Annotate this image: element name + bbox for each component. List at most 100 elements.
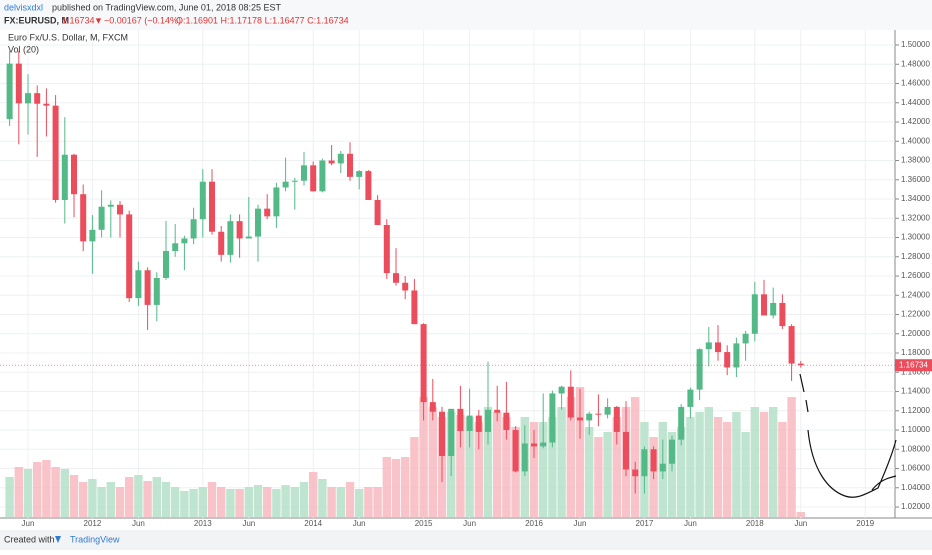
volume-bar — [198, 487, 207, 517]
volume-bar — [309, 472, 318, 517]
volume-bar — [539, 422, 548, 517]
volume-bar — [226, 489, 235, 517]
candle-body — [779, 302, 786, 327]
volume-bar — [272, 489, 281, 517]
candle-body — [549, 393, 556, 443]
candle-body — [466, 415, 473, 431]
volume-bar — [557, 407, 566, 517]
candle-body — [337, 153, 344, 164]
volume-bar — [566, 397, 575, 517]
volume-bar — [796, 512, 805, 517]
change: −0.00167 (−0.14%) — [104, 15, 181, 25]
y-tick-label: 1.12000 — [901, 406, 930, 415]
y-tick-label: 1.10000 — [901, 425, 930, 434]
x-tick-label: Jun — [353, 519, 366, 528]
tv-logo — [55, 536, 61, 543]
candle-body — [245, 236, 252, 239]
candle-body — [301, 165, 307, 181]
candle-body — [411, 290, 418, 325]
footer-created: Created with — [4, 534, 55, 544]
candle-body — [540, 442, 547, 447]
candle-body — [98, 206, 105, 230]
candle-body — [356, 171, 363, 177]
candles — [6, 50, 804, 494]
candle-body — [43, 103, 50, 106]
candle-body — [172, 243, 179, 251]
volume-bar — [373, 487, 382, 517]
volume-bar — [575, 387, 585, 517]
candle-body — [567, 386, 574, 418]
volume-bar — [51, 467, 60, 517]
volume-bar — [787, 397, 796, 517]
candle-body — [117, 204, 123, 215]
candle-body — [126, 214, 133, 299]
volume-bar — [134, 475, 143, 517]
footer-bar — [0, 530, 932, 550]
volume-bar — [217, 487, 226, 517]
volume-bar — [115, 487, 125, 517]
candle-body — [273, 187, 280, 217]
x-tick-label: 2015 — [415, 519, 433, 528]
candle-body — [71, 154, 77, 195]
candle-body — [503, 412, 510, 431]
candle-body — [190, 219, 197, 239]
candle-body — [282, 181, 289, 188]
candle-body — [80, 194, 87, 242]
candle-body — [199, 181, 206, 220]
candle-body — [291, 180, 298, 182]
candle-body — [6, 63, 13, 120]
volume-bar — [290, 487, 299, 517]
volume-bar — [686, 417, 695, 517]
candle-body — [678, 406, 685, 440]
candle-body — [733, 343, 740, 368]
y-tick-label: 1.16000 — [901, 367, 930, 376]
candle-body — [457, 408, 464, 431]
y-tick-label: 1.30000 — [901, 233, 930, 242]
volume-bar — [493, 412, 502, 517]
volume-bar — [244, 487, 253, 517]
candle-body — [770, 302, 777, 316]
volume-bar — [235, 489, 244, 517]
volume-bar — [318, 479, 327, 517]
volume-bar — [585, 427, 594, 517]
volume-bar — [207, 482, 217, 517]
y-tick-label: 1.20000 — [901, 329, 930, 338]
candle-body — [153, 277, 160, 305]
volume-pane — [5, 387, 805, 517]
candle-body — [328, 160, 335, 164]
volume-bar — [69, 475, 79, 517]
candle-body — [420, 324, 427, 403]
volume-bar — [741, 432, 750, 517]
candle-body — [429, 402, 436, 412]
x-tick-label: 2018 — [746, 519, 764, 528]
candle-body — [659, 463, 666, 472]
footer-brand[interactable]: TradingView — [70, 534, 120, 544]
volume-bar — [428, 407, 437, 517]
price-tag: 1.16734 — [899, 360, 928, 369]
volume-bar — [529, 422, 539, 517]
volume-bar — [677, 427, 686, 517]
candle-body — [558, 386, 565, 394]
candle-body — [319, 160, 326, 192]
candle-body — [485, 409, 491, 432]
candle-body — [521, 443, 528, 472]
volume-bar — [612, 417, 621, 517]
author[interactable]: delvisxdxl — [4, 2, 43, 12]
candle-body — [209, 181, 215, 232]
x-tick-label: Jun — [574, 519, 587, 528]
candle-body — [89, 229, 96, 242]
candle-body — [236, 221, 243, 239]
volume-bar — [603, 432, 612, 517]
candle-body — [393, 273, 399, 283]
candle-body — [650, 449, 657, 472]
candle-body — [577, 417, 583, 421]
volume-bar — [5, 477, 14, 517]
y-tick-label: 1.08000 — [901, 444, 930, 453]
x-tick-label: Jun — [132, 519, 145, 528]
volume-bar — [419, 397, 428, 517]
y-tick-label: 1.02000 — [901, 502, 930, 511]
y-tick-label: 1.44000 — [901, 98, 930, 107]
y-tick-label: 1.22000 — [901, 310, 930, 319]
candle-body — [613, 406, 620, 432]
